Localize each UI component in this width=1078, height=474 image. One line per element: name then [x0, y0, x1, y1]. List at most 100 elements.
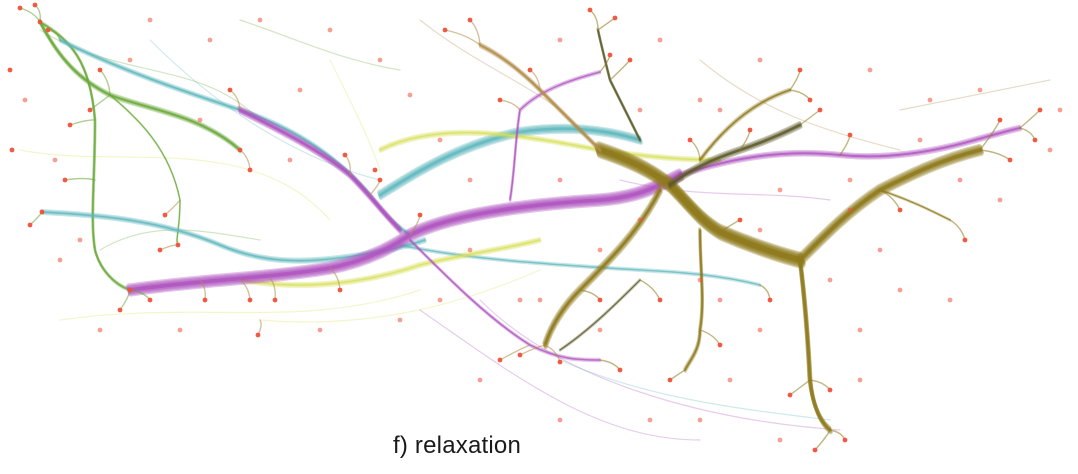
graph-node: [32, 2, 38, 8]
twig-28: [1019, 127, 1036, 141]
graph-node: [247, 297, 253, 303]
graph-node: [257, 17, 263, 23]
graph-node: [437, 297, 443, 303]
twig-48: [599, 359, 621, 371]
teal-bundle-upper-strand-path: [58, 38, 412, 236]
yellow-bundle-lower-strand-path: [239, 240, 542, 288]
faint-edge-2: [59, 289, 421, 321]
graph-node: [37, 19, 43, 25]
graph-node: [637, 217, 643, 223]
yellow-bundle-lower-core: [239, 239, 541, 286]
graph-node: [717, 342, 723, 348]
graph-node: [847, 132, 853, 138]
graph-node: [857, 327, 863, 333]
graph-node: [1037, 107, 1043, 113]
graph-node: [607, 52, 613, 58]
graph-node: [747, 127, 753, 133]
graph-node: [27, 222, 33, 228]
graph-node: [17, 5, 23, 11]
olive-trunk-right-strand: [797, 150, 984, 266]
dark-branch-low-core: [559, 279, 641, 351]
graph-node: [787, 392, 793, 398]
graph-node: [1047, 147, 1053, 153]
graph-node: [847, 177, 853, 183]
olive-trunk-right-strand: [797, 148, 984, 265]
graph-node: [477, 377, 483, 383]
olive-trunk-right-strand-path: [796, 146, 983, 263]
teal-bundle-center-strand-path: [378, 128, 643, 199]
twig-36: [699, 329, 721, 346]
graph-node: [777, 437, 783, 443]
olive-trunk-right-core: [798, 148, 982, 262]
twig-33: [789, 379, 811, 396]
olive-branch-upper-strand-path: [667, 121, 802, 186]
graph-node: [657, 297, 663, 303]
olive-branch-upper-strand-path: [668, 124, 803, 189]
graph-node: [397, 317, 403, 323]
graph-node: [497, 97, 503, 103]
olive-branch-r2-strand: [879, 189, 952, 222]
graph-node: [177, 327, 183, 333]
dark-branch-top-strand-path: [596, 28, 642, 142]
olive-branch-upper-strand: [668, 124, 803, 189]
graph-node: [797, 67, 803, 73]
graph-node: [597, 247, 603, 253]
olive-branch-topright-strand-path: [698, 87, 791, 161]
graph-node: [147, 297, 153, 303]
faint-edge-5: [419, 19, 561, 111]
dark-branch-top-strand: [597, 29, 642, 143]
magenta-bundle-main-strand-path: [126, 169, 683, 291]
olive-branch-topright-strand: [699, 89, 792, 163]
teal-bundle-upper-strand: [58, 36, 411, 235]
magenta-bundle-down-core: [409, 239, 601, 361]
olive-branch-topright-strand: [698, 87, 791, 161]
faint-edge-3: [259, 269, 541, 323]
graph-node: [857, 377, 863, 383]
yellow-bundle-upper-strand: [379, 133, 722, 163]
twig-11: [29, 211, 43, 226]
twig-8: [159, 244, 179, 251]
faint-edge-13: [329, 59, 381, 171]
graph-node: [827, 277, 833, 283]
dark-branch-top-strand: [596, 28, 642, 142]
figure-caption: f) relaxation: [393, 432, 521, 459]
olive-branch-down-left-strand: [542, 185, 662, 345]
graph-node: [717, 297, 723, 303]
teal-bundle-upper-strand-path: [58, 36, 411, 235]
graph-node: [557, 37, 563, 43]
graph-node: [337, 287, 343, 293]
graph-node: [207, 37, 213, 43]
olive-branch-r2-core: [879, 189, 951, 221]
faint-edge-6: [479, 299, 841, 431]
graph-node: [517, 352, 523, 358]
faint-edge-9: [699, 59, 901, 151]
olive-branch-down-left-strand-path: [543, 190, 663, 350]
olive-branch-mid-down-core: [684, 229, 704, 371]
faint-edge-4: [149, 39, 381, 181]
graph-node: [557, 177, 563, 183]
graph-node: [827, 387, 833, 393]
magenta-bundle-main-strand: [125, 168, 682, 290]
graph-node: [197, 117, 203, 123]
graph-node: [617, 367, 623, 373]
graph-node: [437, 137, 443, 143]
dark-branch-top-core: [597, 29, 641, 141]
graph-node: [442, 27, 448, 33]
teal-bundle-center-strand-path: [377, 123, 642, 194]
graph-node: [147, 17, 153, 23]
graph-node: [697, 277, 703, 283]
dark-branch-top-strand: [596, 27, 641, 141]
olive-trunk-right-strand-path: [797, 148, 984, 265]
graph-node: [317, 327, 323, 333]
olive-branch-down-core: [798, 258, 832, 432]
graph-node: [227, 87, 233, 93]
graph-node: [897, 287, 903, 293]
yellow-bundle-upper-strand-path: [379, 133, 722, 163]
graph-node: [247, 167, 253, 173]
graph-node: [157, 247, 163, 253]
twig-38: [519, 344, 546, 356]
graph-node: [497, 357, 503, 363]
graph-node: [757, 227, 763, 233]
olive-branch-down-left-strand: [543, 190, 663, 350]
